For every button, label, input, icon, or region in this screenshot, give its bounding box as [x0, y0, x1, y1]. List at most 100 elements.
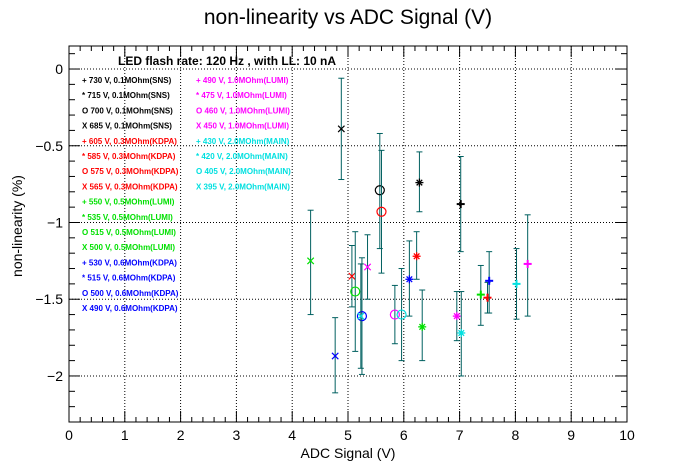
point-marker — [374, 185, 385, 196]
legend-entry: X 500 V, 0.5MOhm(LUMI) — [82, 243, 175, 252]
data-point — [452, 291, 461, 342]
x-tick-label: 10 — [619, 427, 635, 443]
y-axis-label: non-linearity (%) — [9, 175, 25, 277]
data-point — [350, 231, 361, 352]
y-tick-label: −0.5 — [35, 138, 63, 154]
legend-entry: O 500 V, 0.6MOhm(KDPA) — [82, 289, 179, 298]
x-tick-label: 5 — [344, 427, 352, 443]
legend-entry: * 515 V, 0.6MOhm(KDPA) — [82, 274, 176, 283]
data-point — [415, 151, 424, 213]
legend-label: O 575 V, 0.3MOhm(KDPA) — [82, 167, 179, 176]
data-point — [374, 132, 385, 250]
point-marker — [376, 206, 387, 217]
point-marker — [485, 276, 494, 285]
point-marker — [331, 352, 339, 360]
point-marker — [512, 279, 521, 288]
legend-entry: * 420 V, 2.0MOhm(MAIN) — [196, 152, 288, 161]
legend-entry: X 490 V, 0.6MOhm(KDPA) — [82, 304, 178, 313]
data-point — [476, 264, 485, 326]
x-tick-label: 7 — [456, 427, 464, 443]
legend-entry: O 700 V, 0.1MOhm(SNS) — [82, 106, 173, 115]
point-marker — [306, 257, 315, 265]
annotation-text: LED flash rate: 120 Hz , with LL: 10 nA — [118, 54, 336, 68]
legend-label: X 450 V, 1.0MOhm(LUMI) — [196, 122, 289, 131]
legend-label: * 585 V, 0.3MOhm(KDPA) — [82, 152, 176, 161]
point-marker — [337, 125, 345, 133]
legend-entry: * 585 V, 0.3MOhm(KDPA) — [82, 152, 176, 161]
data-points — [306, 77, 532, 394]
legend-label: O 405 V, 2.0MOhm(MAIN) — [196, 167, 291, 176]
data-point — [331, 317, 339, 394]
x-tick-label: 2 — [177, 427, 185, 443]
data-point — [306, 209, 315, 316]
legend-entry: + 730 V, 0.1MOhm(SNS) — [82, 76, 172, 85]
data-point — [483, 281, 492, 314]
legend-label: * 715 V, 0.1MOhm(SNS) — [82, 91, 170, 100]
legend-label: X 490 V, 0.6MOhm(KDPA) — [82, 304, 178, 313]
legend-label: O 460 V, 1.0MOhm(LUMI) — [196, 106, 290, 115]
legend-entry: O 460 V, 1.0MOhm(LUMI) — [196, 106, 290, 115]
legend-entry: O 575 V, 0.3MOhm(KDPA) — [82, 167, 179, 176]
legend-entry: X 565 V, 0.3MOhm(KDPA) — [82, 182, 178, 191]
legend-label: + 550 V, 0.5MOhm(LUMI) — [82, 198, 175, 207]
legend-entry: * 535 V, 0.5MOhm(LUMI) — [82, 213, 173, 222]
legend-entry: X 685 V, 0.1MOhm(SNS) — [82, 122, 172, 131]
point-marker — [476, 290, 485, 299]
point-marker — [418, 322, 427, 331]
point-marker — [356, 311, 368, 322]
legend-entry: O 515 V, 0.5MOhm(LUMI) — [82, 228, 176, 237]
legend-label: X 395 V, 2.0MOhm(MAIN) — [196, 182, 290, 191]
point-marker — [483, 293, 492, 302]
data-point — [418, 289, 427, 362]
legend-entry: O 405 V, 2.0MOhm(MAIN) — [196, 167, 291, 176]
data-point — [389, 284, 400, 345]
legend-entry: * 715 V, 0.1MOhm(SNS) — [82, 91, 170, 100]
x-tick-label: 6 — [400, 427, 408, 443]
point-marker — [456, 200, 465, 209]
legend-entry: + 605 V, 0.3MOhm(KDPA) — [82, 137, 177, 146]
legend-entry: + 490 V, 1.0MOhm(LUMI) — [196, 76, 289, 85]
legend-entry: + 430 V, 2.0MOhm(MAIN) — [196, 137, 290, 146]
data-point — [523, 214, 532, 317]
legend-label: + 430 V, 2.0MOhm(MAIN) — [196, 137, 290, 146]
legend-label: + 730 V, 0.1MOhm(SNS) — [82, 76, 172, 85]
point-marker — [523, 259, 532, 268]
y-tick-label: −1 — [47, 214, 63, 230]
data-point — [337, 77, 345, 181]
x-tick-label: 0 — [65, 427, 73, 443]
legend-label: X 685 V, 0.1MOhm(SNS) — [82, 122, 172, 131]
point-marker — [389, 309, 400, 320]
legend-entry: + 550 V, 0.5MOhm(LUMI) — [82, 198, 175, 207]
legend-label: X 565 V, 0.3MOhm(KDPA) — [82, 182, 178, 191]
legend: + 730 V, 0.1MOhm(SNS) * 715 V, 0.1MOhm(SN… — [82, 76, 291, 313]
point-marker — [357, 312, 365, 320]
legend-entry: + 530 V, 0.6MOhm(KDPA) — [82, 258, 177, 267]
legend-label: O 500 V, 0.6MOhm(KDPA) — [82, 289, 179, 298]
point-marker — [415, 178, 424, 187]
legend-label: + 490 V, 1.0MOhm(LUMI) — [196, 76, 289, 85]
grid — [69, 46, 627, 422]
y-tick-label: 0 — [55, 61, 63, 77]
legend-label: X 500 V, 0.5MOhm(LUMI) — [82, 243, 175, 252]
point-marker — [412, 252, 421, 261]
data-point — [512, 248, 521, 320]
legend-label: * 475 V, 1.0MOhm(LUMI) — [196, 91, 287, 100]
legend-label: O 515 V, 0.5MOhm(LUMI) — [82, 228, 176, 237]
point-marker — [348, 272, 356, 280]
x-tick-label: 4 — [288, 427, 296, 443]
data-point — [405, 240, 414, 317]
legend-entry: X 450 V, 1.0MOhm(LUMI) — [196, 122, 289, 131]
axes: 0 1 2 3 4 5 6 7 8 9 10 0 −0.5 −1 −1.5 −2 — [35, 45, 635, 443]
data-point — [457, 291, 466, 377]
x-tick-label: 9 — [567, 427, 575, 443]
x-tick-label: 8 — [512, 427, 520, 443]
legend-label: * 515 V, 0.6MOhm(KDPA) — [82, 274, 176, 283]
chart-title: non-linearity vs ADC Signal (V) — [204, 6, 492, 29]
point-marker — [363, 263, 372, 271]
legend-label: + 605 V, 0.3MOhm(KDPA) — [82, 137, 177, 146]
data-point — [456, 155, 465, 253]
data-point — [485, 251, 494, 314]
point-marker — [457, 328, 466, 337]
legend-label: + 530 V, 0.6MOhm(KDPA) — [82, 258, 177, 267]
